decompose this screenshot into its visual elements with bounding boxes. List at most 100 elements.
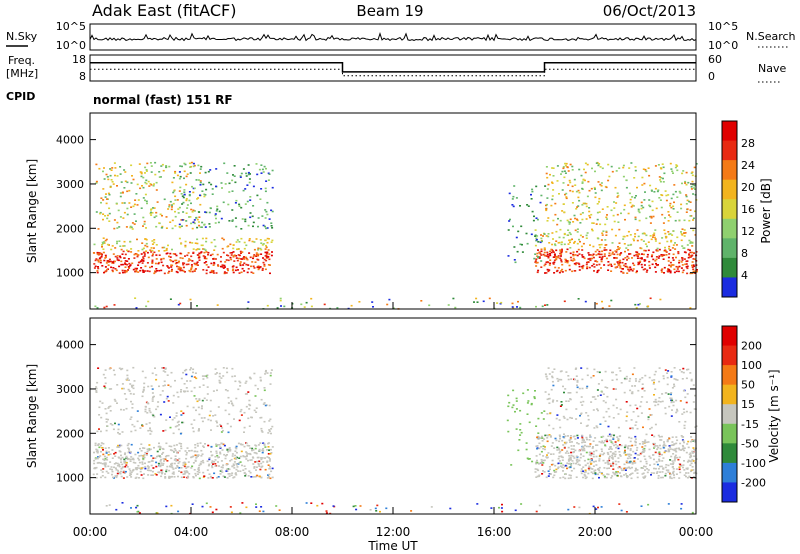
echo-pixel <box>95 386 98 388</box>
echo-pixel <box>691 242 694 244</box>
echo-pixel <box>689 209 692 211</box>
echo-pixel <box>216 304 219 306</box>
echo-pixel <box>648 376 651 379</box>
echo-pixel <box>537 256 540 259</box>
echo-pixel <box>234 454 237 457</box>
echo-pixel <box>686 368 688 371</box>
echo-pixel <box>673 459 676 462</box>
echo-pixel <box>230 254 233 256</box>
echo-pixel <box>571 270 574 273</box>
echo-pixel <box>111 167 114 169</box>
echo-pixel <box>537 435 540 438</box>
echo-pixel <box>614 472 617 475</box>
echo-pixel <box>644 268 647 270</box>
echo-pixel <box>129 383 132 385</box>
echo-pixel <box>220 425 223 427</box>
echo-pixel <box>635 271 638 274</box>
echo-pixel <box>553 256 556 258</box>
colorbar-swatch <box>722 482 737 503</box>
echo-pixel <box>569 458 572 461</box>
echo-pixel <box>166 465 169 468</box>
echo-pixel <box>562 167 565 170</box>
echo-pixel <box>650 426 653 429</box>
echo-pixel <box>119 255 121 258</box>
echo-pixel <box>659 465 661 468</box>
echo-pixel <box>657 189 660 191</box>
echo-pixel <box>578 168 581 171</box>
echo-pixel <box>179 266 181 269</box>
echo-pixel <box>559 477 562 479</box>
echo-pixel <box>553 474 556 477</box>
echo-pixel <box>105 450 108 453</box>
echo-pixel <box>549 468 551 471</box>
echo-pixel <box>588 210 591 213</box>
echo-pixel <box>683 469 686 471</box>
echo-pixel <box>154 173 157 176</box>
echo-pixel <box>590 471 593 473</box>
echo-pixel <box>650 472 653 474</box>
echo-pixel <box>214 368 217 370</box>
echo-pixel <box>664 444 667 447</box>
echo-pixel <box>116 240 119 243</box>
echo-pixel <box>641 253 643 255</box>
echo-pixel <box>248 238 251 240</box>
echo-pixel <box>94 457 97 459</box>
echo-pixel <box>537 269 540 272</box>
echo-pixel <box>580 470 583 473</box>
echo-pixel <box>205 257 208 260</box>
echo-pixel <box>134 429 137 432</box>
echo-pixel <box>610 165 613 168</box>
echo-pixel <box>201 375 204 377</box>
echo-pixel <box>566 261 569 264</box>
echo-pixel <box>116 255 119 257</box>
echo-pixel <box>661 393 664 395</box>
echo-pixel <box>144 238 147 240</box>
echo-pixel <box>599 454 602 457</box>
echo-pixel <box>207 251 210 254</box>
echo-pixel <box>235 241 238 243</box>
echo-pixel <box>611 465 614 467</box>
echo-pixel <box>569 466 572 469</box>
echo-pixel <box>144 244 147 247</box>
echo-pixel <box>162 264 165 267</box>
echo-pixel <box>673 474 675 476</box>
echo-pixel <box>561 459 564 461</box>
echo-pixel <box>156 450 159 453</box>
echo-pixel <box>619 261 622 264</box>
echo-pixel <box>142 197 145 199</box>
echo-pixel <box>245 442 248 445</box>
echo-pixel <box>536 445 539 447</box>
echo-pixel <box>683 219 686 222</box>
echo-pixel <box>537 432 540 434</box>
echo-pixel <box>540 458 543 461</box>
echo-pixel <box>515 408 518 410</box>
echo-pixel <box>632 411 635 413</box>
echo-pixel <box>563 447 566 449</box>
echo-pixel <box>641 383 644 385</box>
echo-pixel <box>551 442 554 444</box>
echo-pixel <box>205 375 208 377</box>
echo-pixel <box>631 466 633 469</box>
echo-pixel <box>228 447 231 449</box>
echo-pixel <box>240 237 243 240</box>
echo-pixel <box>617 438 620 440</box>
echo-pixel <box>119 192 122 194</box>
echo-pixel <box>692 229 695 232</box>
echo-pixel <box>144 172 146 174</box>
echo-pixel <box>570 378 573 380</box>
echo-pixel <box>266 201 269 204</box>
echo-pixel <box>583 439 585 441</box>
echo-pixel <box>130 416 133 418</box>
echo-pixel <box>686 393 689 395</box>
echo-pixel <box>567 400 570 402</box>
echo-pixel <box>609 446 612 448</box>
echo-pixel <box>205 261 208 263</box>
echo-pixel <box>226 454 228 456</box>
echo-pixel <box>693 408 696 410</box>
echo-pixel <box>657 467 660 470</box>
echo-pixel <box>574 438 577 440</box>
echo-pixel <box>672 444 674 446</box>
echo-pixel <box>614 473 617 476</box>
echo-pixel <box>196 248 199 250</box>
echo-pixel <box>557 447 560 450</box>
